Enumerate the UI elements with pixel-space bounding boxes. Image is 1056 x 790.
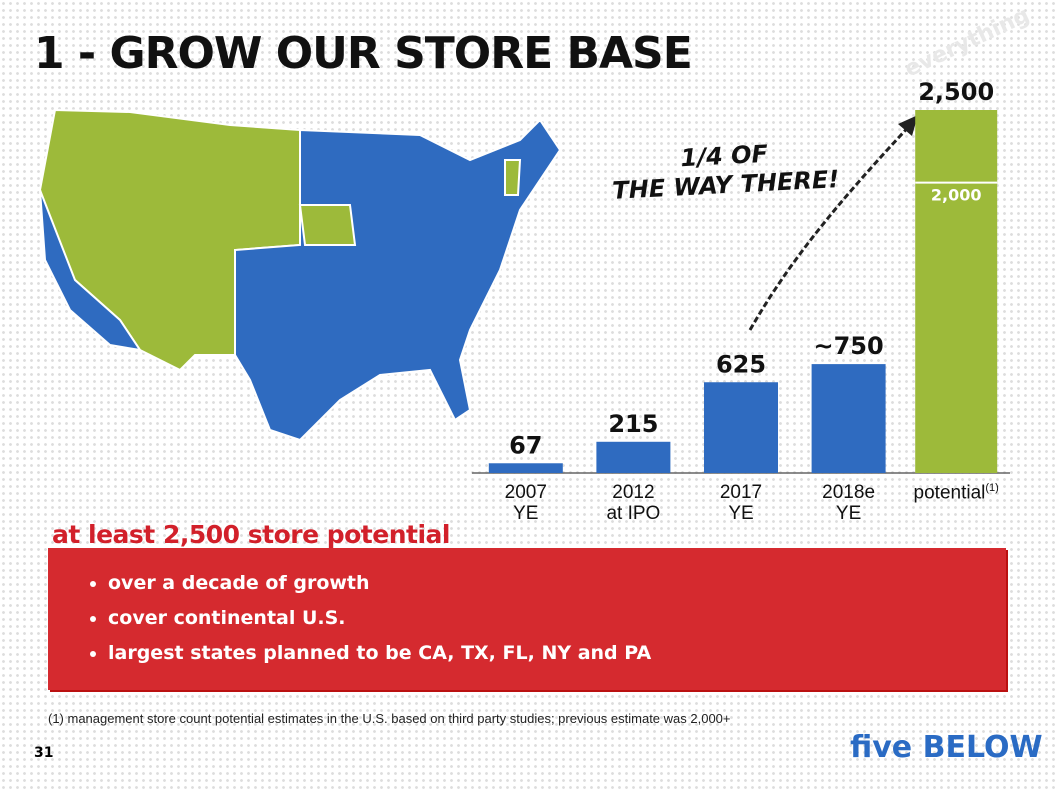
category: 2017 YE: [719, 482, 763, 525]
value-label: 2,500: [918, 78, 994, 106]
category: 2012 at IPO: [606, 482, 661, 525]
marker-label: 2,000: [931, 186, 982, 205]
bar: [915, 110, 998, 473]
category-note: (1): [985, 482, 999, 494]
logo: five BELOW: [850, 730, 1043, 765]
slide-title: 1 - GROW OUR STORE BASE: [34, 28, 693, 79]
bar: [488, 463, 563, 473]
callout-heading: at least 2,500 store potential: [52, 520, 450, 549]
us-map: [38, 108, 562, 442]
bar: [811, 364, 886, 473]
category: 2007 YE: [504, 482, 547, 525]
footnote: (1) management store count potential est…: [48, 711, 731, 726]
x-tick-label: 2007 YE: [471, 482, 581, 525]
x-tick-label: potential(1): [901, 482, 1011, 504]
callout-box: over a decade of growthcover continental…: [48, 548, 1006, 690]
category: potential: [913, 482, 986, 504]
value-label: 67: [509, 431, 542, 459]
bar: [596, 441, 671, 473]
bullet: cover continental U.S.: [108, 601, 1006, 636]
bullet-list: over a decade of growthcover continental…: [108, 566, 1006, 671]
value-label: ~750: [813, 332, 883, 360]
bullet: over a decade of growth: [108, 566, 1006, 601]
arrowhead: [898, 115, 918, 136]
value-label: 215: [608, 410, 658, 438]
x-tick-label: 2017 YE: [686, 482, 796, 525]
value-label: 625: [716, 350, 766, 378]
arrow: [748, 118, 917, 331]
x-tick-label: 2012 at IPO: [578, 482, 688, 525]
bullet: largest states planned to be CA, TX, FL,…: [108, 636, 1006, 671]
bar: [704, 382, 778, 473]
category: 2018e YE: [822, 482, 876, 525]
page-number: 31: [34, 745, 54, 761]
x-tick-label: 2018e YE: [794, 482, 904, 525]
